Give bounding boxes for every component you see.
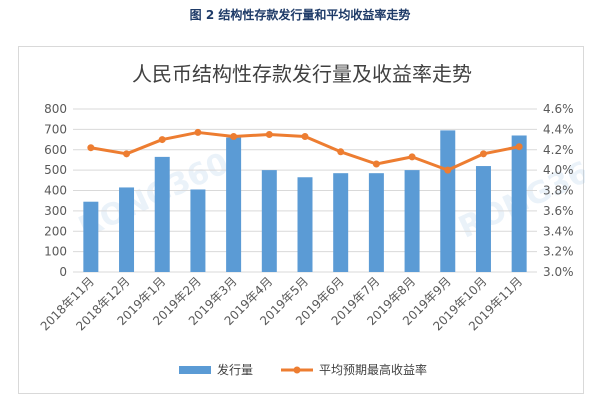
y-left-tick-label: 0 (59, 265, 67, 279)
bar (511, 135, 527, 272)
line-point (194, 128, 202, 136)
y-right-tick-label: 3.2% (543, 245, 574, 259)
bar (475, 166, 491, 272)
bar (297, 177, 313, 272)
y-axis-left: 0 100 200 300 400 500 600 700 800 (44, 102, 67, 279)
bar-series (83, 130, 527, 272)
line-point (408, 153, 416, 161)
chart-svg: RONG360 RONG360 人民币结构性存款发行量及收益率走势 010020… (38, 62, 585, 377)
line-point (230, 133, 238, 141)
bar (190, 189, 206, 272)
y-right-tick-label: 4.0% (543, 163, 574, 177)
y-left-tick-label: 800 (44, 102, 67, 116)
y-left-tick-label: 400 (44, 184, 67, 198)
line-point (123, 150, 131, 158)
line-point (158, 136, 166, 144)
y-right-tick-label: 4.6% (543, 102, 574, 116)
x-axis: 2018年11月2018年12月2019年1月2019年2月2019年3月201… (38, 274, 526, 333)
y-right-tick-label: 3.8% (543, 184, 574, 198)
line-point (301, 133, 309, 141)
bar (261, 170, 277, 272)
line-point (444, 166, 452, 174)
legend: 发行量 平均预期最高收益率 (179, 362, 427, 377)
line-point (87, 144, 95, 152)
chart-frame: RONG360 RONG360 人民币结构性存款发行量及收益率走势 010020… (18, 46, 585, 394)
y-left-tick-label: 100 (44, 245, 67, 259)
bar (119, 187, 135, 272)
line-point (479, 150, 487, 158)
legend-swatch-marker (293, 366, 301, 374)
y-right-tick-label: 3.4% (543, 224, 574, 238)
legend-label-bar: 发行量 (217, 362, 253, 377)
line-point (337, 148, 345, 156)
bar (83, 201, 99, 272)
y-left-tick-label: 500 (44, 163, 67, 177)
y-axis-right: 3.0% 3.2% 3.4% 3.6% 3.8% 4.0% 4.2% 4.4% 4.6% (543, 102, 574, 279)
y-right-tick-label: 4.4% (543, 122, 574, 136)
chart-title: 人民币结构性存款发行量及收益率走势 (132, 62, 472, 86)
y-left-tick-label: 200 (44, 224, 67, 238)
bar (440, 130, 456, 272)
line-point (265, 130, 273, 138)
figure-caption: 图 2 结构性存款发行量和平均收益率走势 (189, 8, 411, 22)
line-point (372, 160, 380, 168)
y-right-tick-label: 4.2% (543, 143, 574, 157)
bar (368, 173, 384, 272)
bar (154, 156, 170, 272)
bar (226, 137, 242, 272)
legend-label-line: 平均预期最高收益率 (319, 362, 427, 377)
bar (333, 173, 349, 272)
bar (404, 170, 420, 272)
y-left-tick-label: 300 (44, 204, 67, 218)
y-right-tick-label: 3.0% (543, 265, 574, 279)
legend-swatch-bar (179, 366, 211, 374)
line-series (87, 128, 523, 174)
line-point (515, 143, 523, 151)
y-left-tick-label: 600 (44, 143, 67, 157)
y-right-tick-label: 3.6% (543, 204, 574, 218)
y-left-tick-label: 700 (44, 122, 67, 136)
